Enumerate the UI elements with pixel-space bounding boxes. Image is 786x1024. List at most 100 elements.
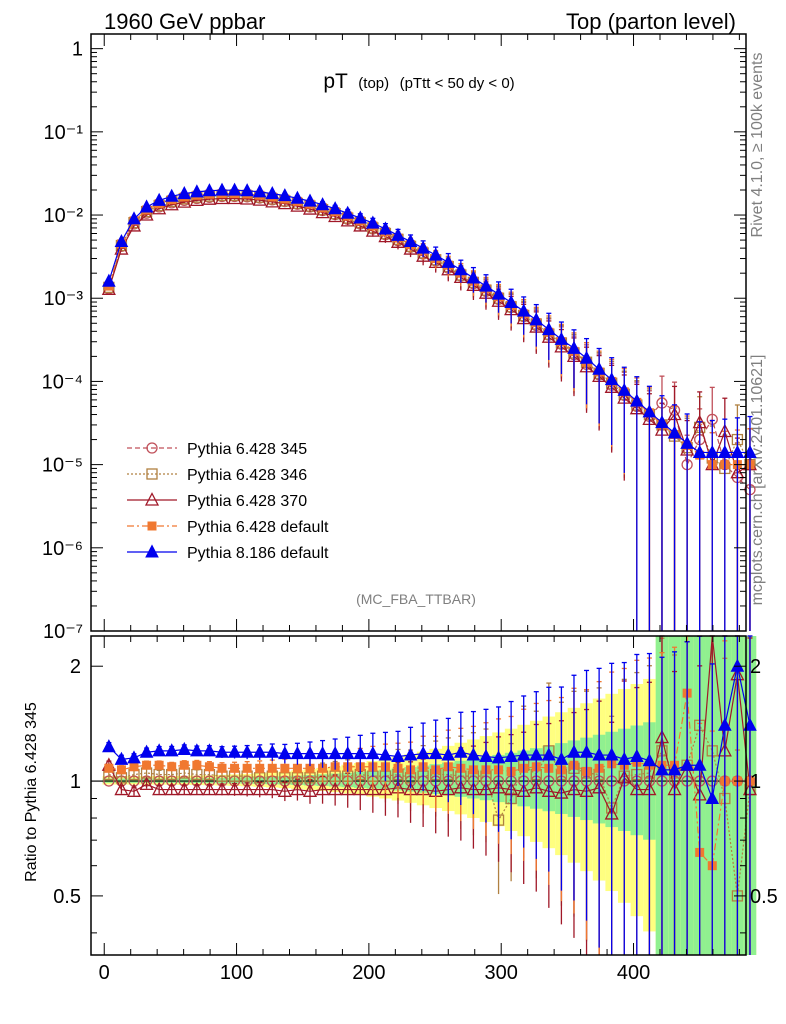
ratio-point: [655, 762, 669, 776]
data-point: [190, 184, 204, 198]
data-point: [718, 444, 732, 458]
data-point: [315, 197, 330, 211]
data-point: [114, 233, 129, 248]
y-tick-label: 10⁻²: [44, 205, 84, 227]
ratio-point: [365, 781, 380, 796]
ratio-point: [240, 744, 254, 758]
data-point: [378, 221, 393, 235]
legend-marker: [146, 468, 158, 480]
ratio-point: [315, 746, 330, 760]
ratio-y-tick-label: 0.5: [53, 886, 81, 908]
ratio-uncertainty-bands: [102, 636, 757, 955]
ratio-point: [177, 741, 192, 755]
ratio-point: [567, 744, 581, 758]
data-point: [252, 184, 267, 198]
ratio-point: [192, 760, 202, 770]
ratio-series-3: [102, 635, 757, 955]
ratio-point: [152, 781, 167, 796]
ratio-point: [366, 746, 380, 760]
ratio-point: [328, 781, 343, 796]
ratio-point: [215, 744, 229, 758]
ratio-point: [491, 750, 506, 764]
series-3: [104, 189, 755, 631]
main-frame: [90, 33, 747, 632]
ratio-point: [604, 747, 619, 761]
data-point: [177, 186, 192, 200]
ratio-point: [255, 763, 265, 773]
ratio-point: [217, 763, 227, 773]
ratio-point: [154, 760, 164, 770]
data-point: [202, 183, 217, 197]
data-point: [642, 404, 657, 418]
ratio-point: [340, 746, 355, 760]
ratio-point: [667, 762, 682, 776]
ratio-point: [630, 748, 644, 762]
ratio-point: [315, 781, 330, 796]
data-point: [454, 262, 468, 276]
data-point: [667, 425, 682, 439]
ratio-point: [277, 783, 292, 797]
ratio-point: [179, 760, 189, 770]
ratio-point: [466, 747, 481, 761]
ratio-point: [164, 781, 179, 796]
series-4: [102, 182, 757, 631]
legend-marker: [146, 442, 158, 454]
ratio-point: [114, 781, 129, 796]
ratio-point: [416, 746, 430, 760]
ratio-point: [441, 747, 456, 761]
ratio-point: [303, 746, 317, 760]
ratio-point: [504, 748, 518, 762]
ratio-point: [139, 776, 154, 791]
legend-label: Pythia 6.428 345: [187, 441, 307, 458]
ratio-point: [516, 747, 531, 761]
data-point: [290, 190, 305, 204]
ratio-y-tick-label-right: 1: [750, 771, 761, 793]
ratio-line: [108, 693, 750, 868]
data-point: [215, 182, 229, 196]
data-point: [554, 331, 569, 345]
ratio-point: [592, 747, 606, 761]
ratio-point: [265, 744, 280, 758]
main-title: pT (top) (pTtt < 50 dy < 0): [323, 70, 514, 93]
ratio-point: [240, 781, 255, 796]
y-tick-label: 10⁻⁶: [42, 538, 83, 560]
ratio-ylabel: Ratio to Pythia 6.428 345: [23, 702, 40, 882]
x-tick-label: 300: [485, 962, 518, 984]
data-point: [391, 227, 405, 241]
x-tick-label: 200: [352, 962, 385, 984]
ratio-plot-area: 0 100 200 300 400 0.5 0.5 1 1 2 2: [53, 635, 778, 984]
data-point: [353, 210, 368, 224]
legend-marker: [147, 521, 157, 531]
title-sub2: (pTtt < 50 dy < 0): [400, 75, 515, 92]
data-point: [127, 211, 141, 225]
ratio-point: [479, 748, 493, 762]
ratio-point: [204, 762, 214, 772]
ratio-point: [705, 790, 720, 805]
series-1: [103, 189, 756, 631]
data-point: [617, 382, 632, 396]
ratio-point: [692, 757, 707, 771]
ratio-point: [202, 781, 217, 796]
y-tick-label: 1: [72, 39, 83, 61]
y-tick-label: 10⁻¹: [44, 122, 84, 144]
ratio-y-tick-label-right: 2: [750, 656, 761, 678]
ratio-frame: [90, 635, 747, 956]
y-tick-label: 10⁻⁴: [42, 371, 83, 393]
y-tick-label: 10⁻⁷: [43, 621, 83, 643]
ratio-point: [529, 747, 544, 761]
data-point: [579, 350, 594, 364]
data-point: [692, 444, 707, 458]
ratio-point: [278, 746, 292, 760]
ratio-point: [353, 746, 368, 760]
ratio-point: [454, 744, 468, 758]
series-line: [108, 197, 751, 474]
data-point: [491, 286, 506, 300]
ratio-point: [164, 743, 179, 757]
analysis-label: (MC_FBA_TTBAR): [356, 591, 476, 607]
ratio-point: [579, 744, 594, 758]
legend-label: Pythia 6.428 default: [187, 519, 329, 536]
legend-entry: Pythia 6.428 346: [127, 467, 307, 484]
data-point: [403, 233, 418, 248]
ratio-point: [167, 762, 177, 772]
ratio-point: [252, 744, 267, 758]
